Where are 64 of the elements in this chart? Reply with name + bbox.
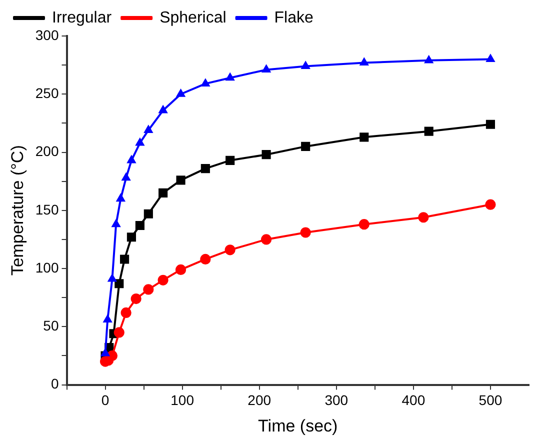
y-tick-label: 50 xyxy=(43,318,59,334)
point xyxy=(358,219,370,230)
x-tick-label: 0 xyxy=(101,392,110,408)
point xyxy=(301,62,310,70)
point xyxy=(176,176,186,185)
y-axis-title: Temperature (°C) xyxy=(8,145,27,276)
point xyxy=(101,348,110,356)
point xyxy=(260,234,272,245)
point xyxy=(103,315,112,322)
point xyxy=(262,65,270,73)
point xyxy=(130,293,142,304)
point xyxy=(486,120,496,129)
point xyxy=(106,350,118,362)
point xyxy=(136,138,144,146)
point xyxy=(360,58,368,66)
point xyxy=(122,173,130,181)
point xyxy=(485,199,496,210)
y-tick-label: 0 xyxy=(50,376,59,392)
point xyxy=(120,307,132,318)
point xyxy=(262,150,271,160)
point xyxy=(300,227,311,238)
x-tick-label: 300 xyxy=(324,392,348,408)
y-tick-label: 300 xyxy=(35,26,59,43)
point xyxy=(175,264,186,275)
point xyxy=(135,220,144,230)
x-tick-label: 200 xyxy=(248,392,272,408)
point xyxy=(201,79,210,86)
legend-label: Spherical xyxy=(160,9,226,26)
x-axis-title: Time (sec) xyxy=(258,416,338,436)
point xyxy=(158,274,168,286)
point xyxy=(200,254,211,265)
point xyxy=(116,194,125,202)
point xyxy=(301,142,310,151)
point xyxy=(114,279,124,288)
point xyxy=(486,54,495,62)
point xyxy=(424,126,434,136)
x-tick-label: 500 xyxy=(478,392,502,408)
point xyxy=(144,126,153,133)
x-tick-label: 400 xyxy=(402,392,426,408)
point xyxy=(127,156,136,164)
point xyxy=(424,56,433,64)
point xyxy=(176,90,185,97)
point xyxy=(226,156,235,165)
point xyxy=(200,164,210,174)
x-tick-label: 100 xyxy=(170,392,194,408)
point xyxy=(144,209,153,218)
point xyxy=(418,212,429,223)
y-tick-label: 150 xyxy=(35,201,59,218)
point xyxy=(158,106,168,114)
point xyxy=(114,327,124,338)
y-tick-label: 100 xyxy=(35,259,59,276)
legend-label: Flake xyxy=(274,9,314,26)
point xyxy=(224,244,236,256)
point xyxy=(108,274,116,282)
point xyxy=(126,232,136,242)
legend-label: Irregular xyxy=(52,9,112,26)
point xyxy=(112,220,120,228)
y-tick-label: 200 xyxy=(35,143,59,160)
point xyxy=(226,73,234,81)
point xyxy=(143,284,154,295)
point xyxy=(120,254,130,264)
y-tick-label: 250 xyxy=(35,84,59,101)
point xyxy=(360,132,369,142)
point xyxy=(158,188,168,198)
